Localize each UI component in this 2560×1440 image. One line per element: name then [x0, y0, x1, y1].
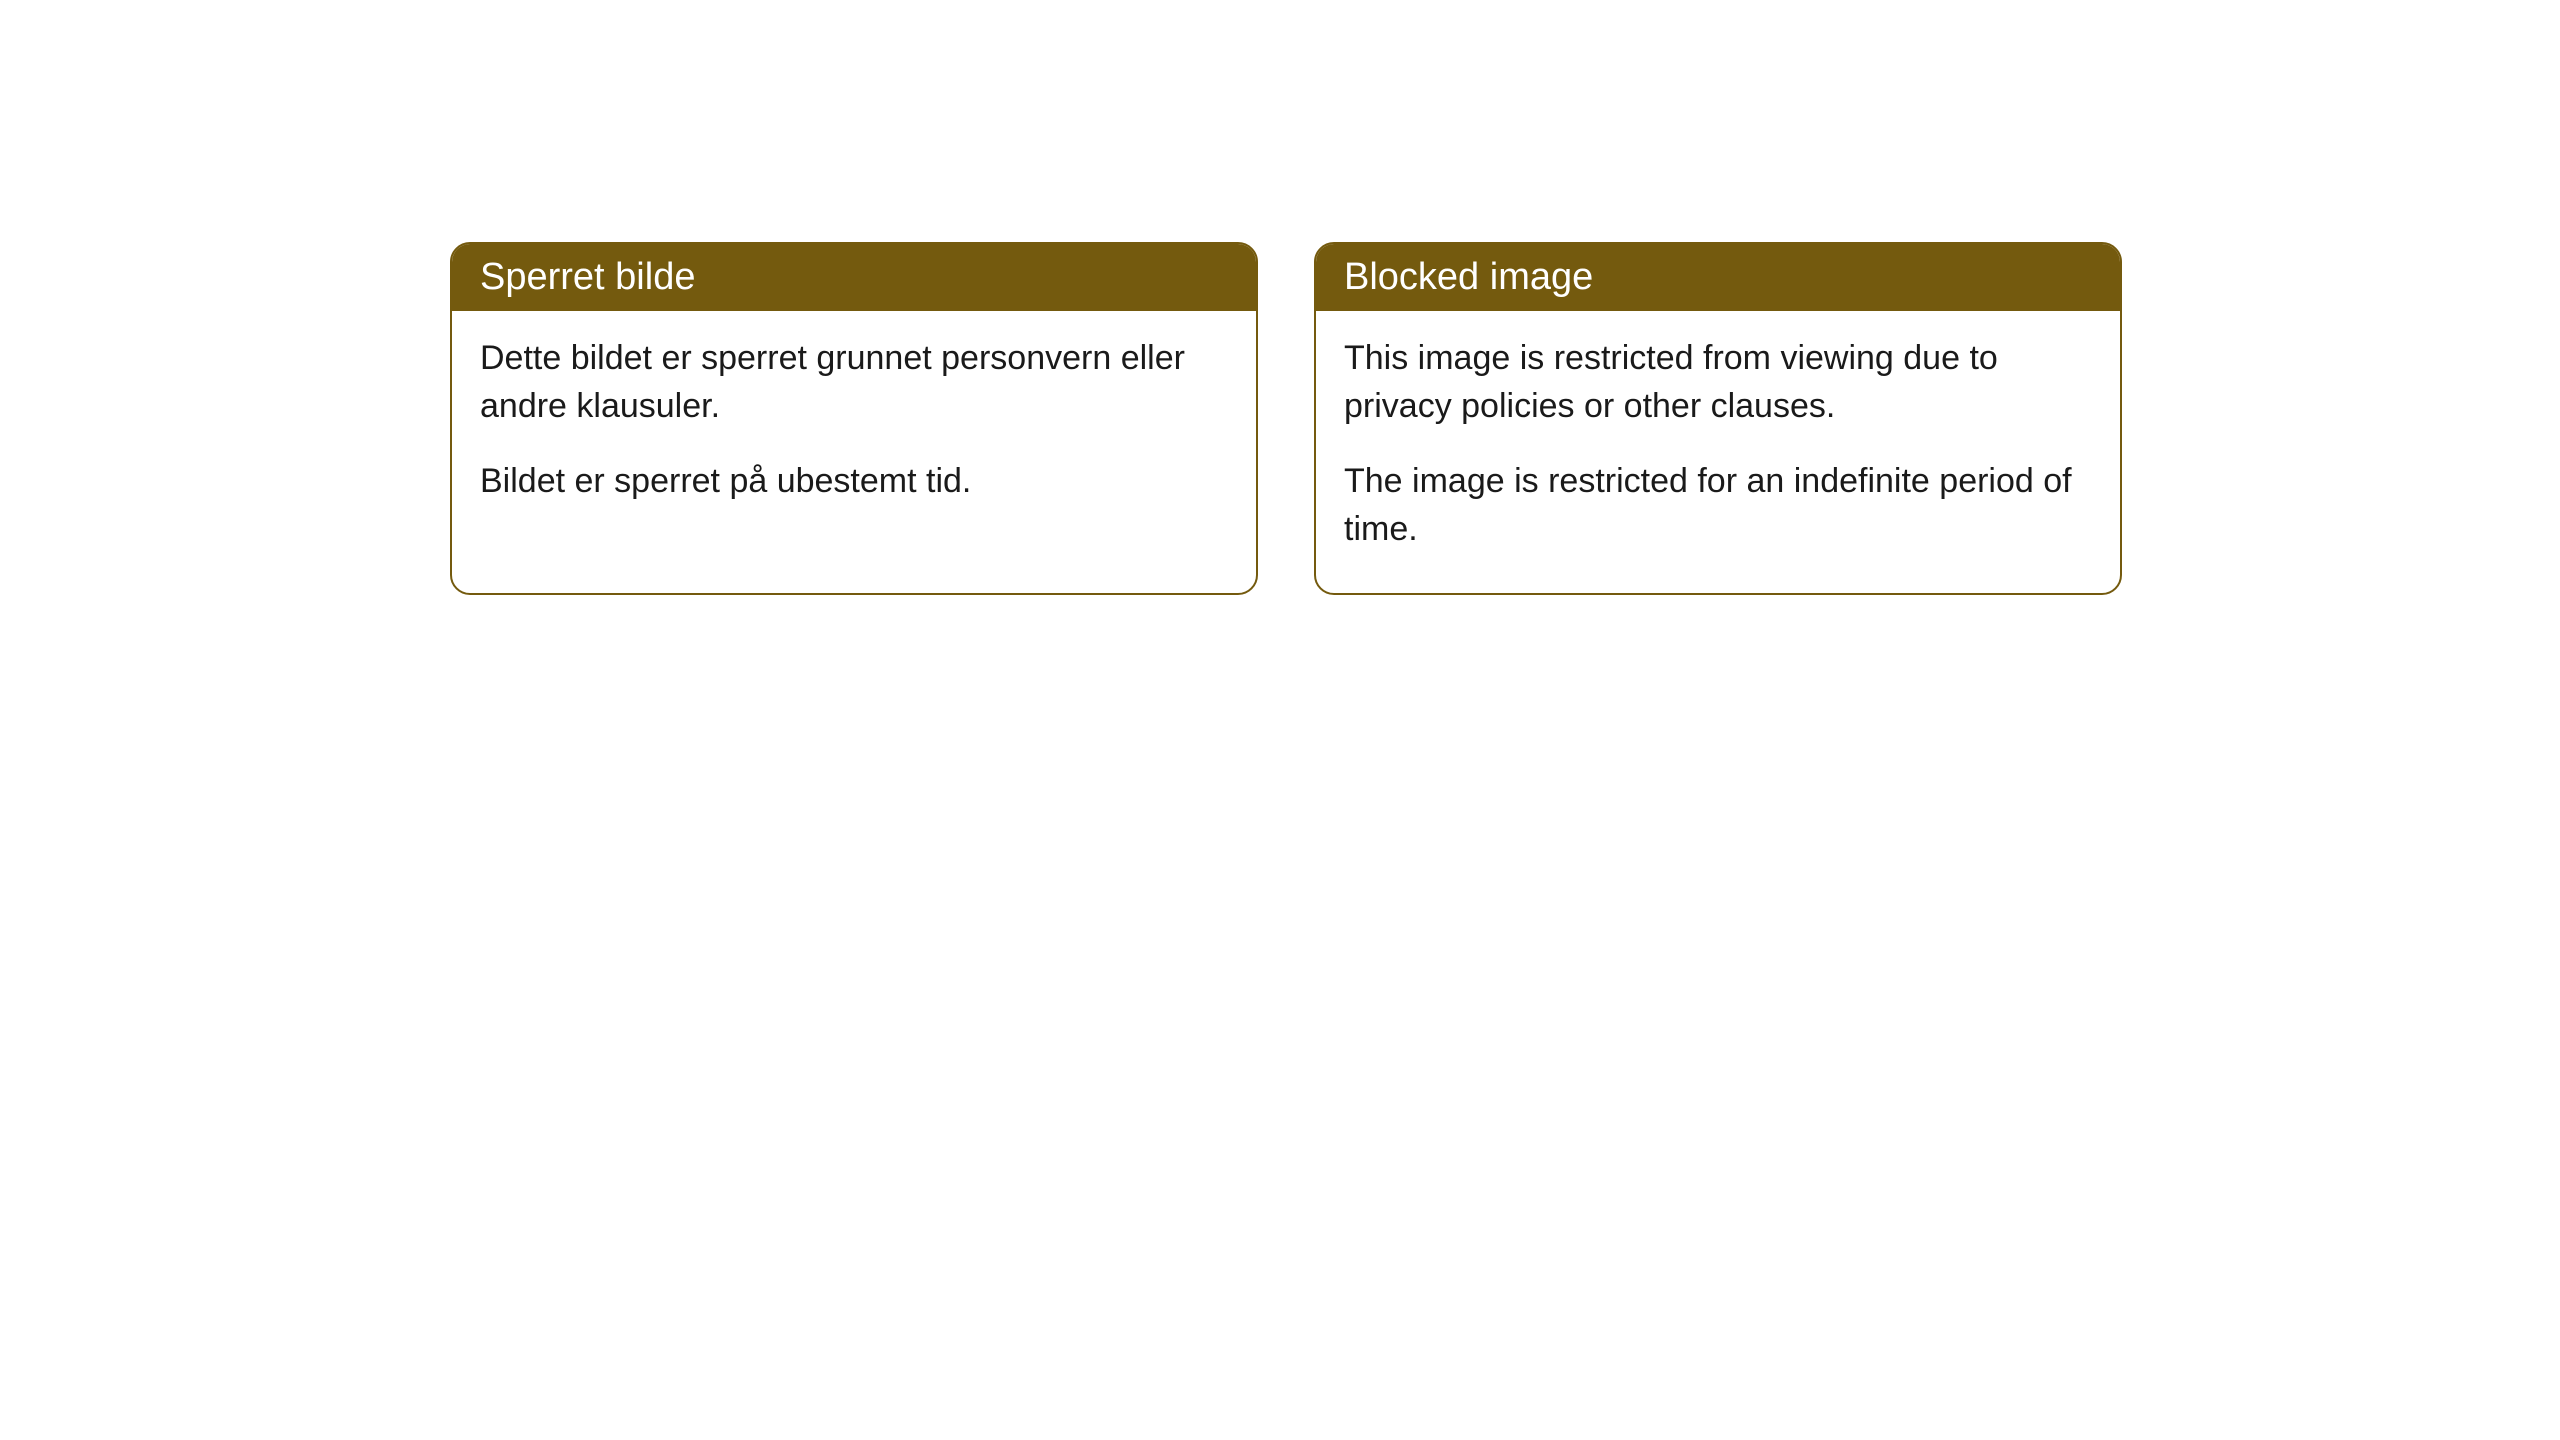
card-title-norwegian: Sperret bilde [480, 256, 695, 298]
notice-card-norwegian: Sperret bilde Dette bildet er sperret gr… [450, 242, 1258, 595]
card-header-english: Blocked image [1316, 244, 2120, 311]
card-paragraph-2-norwegian: Bildet er sperret på ubestemt tid. [480, 458, 1228, 506]
card-paragraph-1-english: This image is restricted from viewing du… [1344, 335, 2092, 430]
card-header-norwegian: Sperret bilde [452, 244, 1256, 311]
card-paragraph-2-english: The image is restricted for an indefinit… [1344, 458, 2092, 553]
card-paragraph-1-norwegian: Dette bildet er sperret grunnet personve… [480, 335, 1228, 430]
card-body-norwegian: Dette bildet er sperret grunnet personve… [452, 311, 1256, 546]
notice-card-english: Blocked image This image is restricted f… [1314, 242, 2122, 595]
card-body-english: This image is restricted from viewing du… [1316, 311, 2120, 593]
notice-cards-container: Sperret bilde Dette bildet er sperret gr… [450, 242, 2122, 595]
card-title-english: Blocked image [1344, 256, 1593, 298]
